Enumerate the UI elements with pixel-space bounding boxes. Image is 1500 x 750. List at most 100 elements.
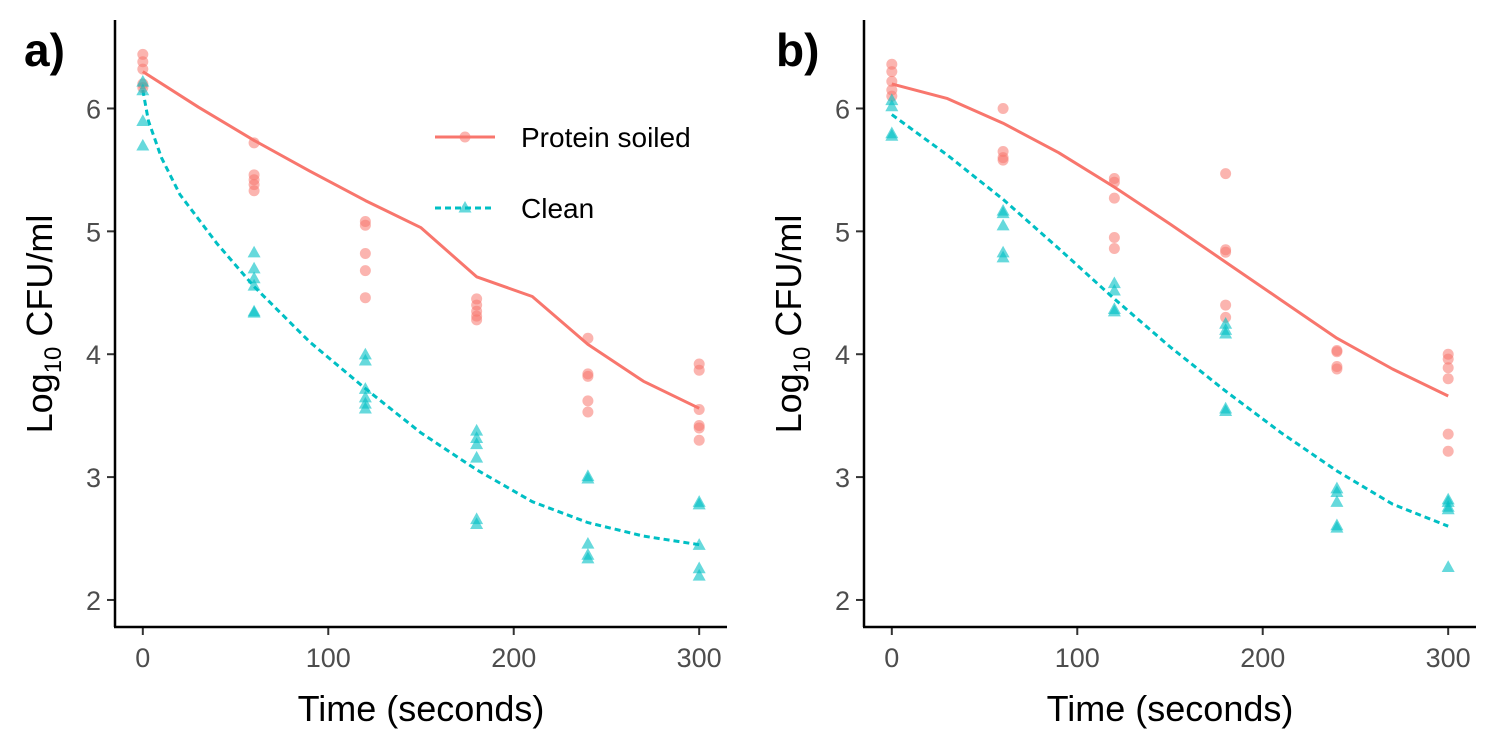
data-point-protein-soiled (1220, 299, 1232, 311)
data-point-protein-soiled (359, 247, 371, 259)
legend-label-clean: Clean (521, 193, 594, 224)
data-point-clean (996, 218, 1010, 231)
data-point-protein-soiled (693, 422, 705, 434)
data-point-clean (247, 278, 261, 291)
panel-b-y-axis-title: Log10 CFU/ml (768, 215, 816, 434)
legend-item-protein-soiled: Protein soiled (435, 122, 691, 153)
legend-marker-protein-soiled (459, 131, 471, 143)
data-point-protein-soiled (1442, 353, 1454, 365)
data-point-protein-soiled (359, 219, 371, 231)
data-point-clean (470, 437, 484, 450)
data-point-clean (358, 353, 372, 366)
data-point-protein-soiled (693, 434, 705, 446)
data-point-protein-soiled (248, 137, 260, 149)
data-point-clean (1107, 283, 1121, 296)
data-point-protein-soiled (886, 66, 898, 78)
data-point-protein-soiled (997, 102, 1009, 114)
data-point-clean (358, 401, 372, 414)
x-tick-label: 100 (306, 643, 351, 673)
data-point-protein-soiled (1108, 231, 1120, 243)
legend-label-protein-soiled: Protein soiled (521, 122, 691, 153)
data-point-clean (136, 138, 150, 151)
data-point-clean (1441, 502, 1455, 515)
data-point-protein-soiled (693, 364, 705, 376)
data-point-clean (1219, 317, 1233, 329)
data-point-clean (581, 551, 595, 564)
data-point-clean (358, 390, 372, 403)
data-point-protein-soiled (1442, 373, 1454, 385)
data-point-clean (470, 450, 484, 463)
data-point-clean (247, 271, 261, 284)
data-point-clean (996, 206, 1010, 219)
data-point-clean (692, 568, 706, 581)
panel-a: a) 0 100 200 300 2 3 4 5 6 Time (seconds) Log10 … (19, 20, 727, 729)
panel-label-b: b) (776, 24, 819, 76)
y-tick-label: 5 (86, 217, 101, 247)
data-point-clean (247, 245, 261, 258)
panel-b-x-axis-title: Time (seconds) (1047, 688, 1294, 729)
y-tick-label: 4 (86, 340, 101, 370)
data-point-clean (470, 431, 484, 443)
x-tick-label: 300 (677, 643, 722, 673)
y-tick-label: 3 (86, 463, 101, 493)
data-point-clean (1219, 326, 1233, 339)
data-point-protein-soiled (1442, 428, 1454, 440)
data-point-clean (692, 561, 706, 574)
fit-line-clean (890, 113, 1449, 528)
data-point-clean (581, 471, 595, 484)
data-point-clean (247, 261, 261, 274)
data-point-protein-soiled (1442, 445, 1454, 457)
x-tick-label: 100 (1055, 643, 1100, 673)
panel-label-a: a) (24, 24, 65, 76)
y-tick-label: 4 (835, 340, 850, 370)
data-point-clean (692, 538, 706, 550)
data-point-clean (1107, 304, 1121, 317)
data-point-clean (470, 423, 484, 436)
data-point-clean (996, 250, 1010, 263)
fit-line-protein-soiled (141, 70, 700, 410)
y-tick-label: 2 (835, 586, 850, 616)
data-point-protein-soiled (1108, 192, 1120, 204)
data-point-clean (1107, 276, 1121, 289)
data-point-clean (885, 93, 899, 106)
data-point-clean (1330, 495, 1344, 507)
data-point-protein-soiled (1331, 363, 1343, 375)
data-point-protein-soiled (582, 370, 594, 382)
data-point-protein-soiled (886, 75, 898, 87)
panel-a-y-axis-title: Log10 CFU/ml (19, 215, 67, 434)
data-point-clean (358, 382, 372, 394)
data-point-protein-soiled (471, 314, 483, 326)
y-tick-label: 5 (835, 217, 850, 247)
data-point-protein-soiled (137, 63, 149, 75)
data-point-protein-soiled (997, 154, 1009, 166)
y-tick-label: 6 (86, 94, 101, 124)
data-point-clean (470, 517, 484, 529)
data-point-clean (136, 74, 150, 87)
data-point-clean (885, 99, 899, 112)
data-point-clean (1441, 560, 1455, 572)
data-point-protein-soiled (1108, 176, 1120, 188)
data-point-protein-soiled (582, 406, 594, 418)
x-tick-label: 200 (1240, 643, 1285, 673)
legend-marker-clean (458, 201, 472, 213)
data-point-protein-soiled (1220, 168, 1232, 180)
data-point-protein-soiled (582, 395, 594, 407)
data-point-clean (885, 129, 899, 141)
data-point-protein-soiled (248, 185, 260, 197)
data-point-clean (358, 347, 372, 360)
x-tick-label: 200 (491, 643, 536, 673)
fit-line-clean (141, 89, 700, 547)
data-point-clean (136, 114, 150, 126)
panel-a-x-axis-title: Time (seconds) (298, 688, 545, 729)
x-tick-label: 300 (1426, 643, 1471, 673)
y-tick-label: 2 (86, 586, 101, 616)
data-point-clean (1330, 485, 1344, 498)
data-point-protein-soiled (1331, 346, 1343, 358)
data-point-clean (247, 305, 261, 318)
data-point-clean (581, 536, 595, 549)
y-tick-label: 3 (835, 463, 850, 493)
data-point-clean (136, 83, 150, 96)
x-tick-label: 0 (135, 643, 150, 673)
data-point-protein-soiled (1108, 243, 1120, 255)
